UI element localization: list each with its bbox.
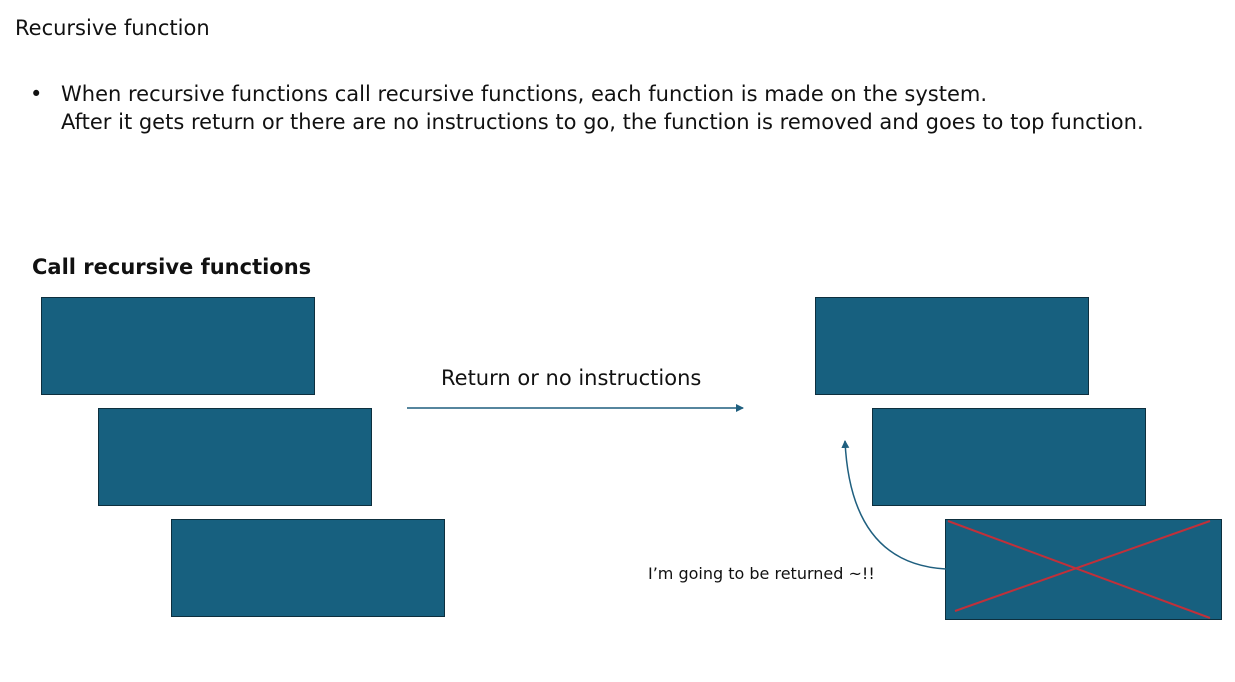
return-annotation: I’m going to be returned ~!! — [648, 564, 875, 583]
section-heading: Call recursive functions — [32, 255, 312, 279]
left-stack-box-2 — [98, 408, 372, 506]
slide-title: Recursive function — [15, 16, 210, 40]
transition-arrow-label: Return or no instructions — [441, 366, 702, 390]
bullet-symbol: • — [30, 82, 43, 106]
right-stack-box-2 — [872, 408, 1146, 506]
bullet-line-2: After it gets return or there are no ins… — [61, 110, 1144, 134]
bullet-line-1: When recursive functions call recursive … — [61, 82, 988, 106]
left-stack-box-3 — [171, 519, 445, 617]
right-stack-box-1 — [815, 297, 1089, 395]
left-stack-box-1 — [41, 297, 315, 395]
right-stack-box-3-removed — [945, 519, 1222, 620]
